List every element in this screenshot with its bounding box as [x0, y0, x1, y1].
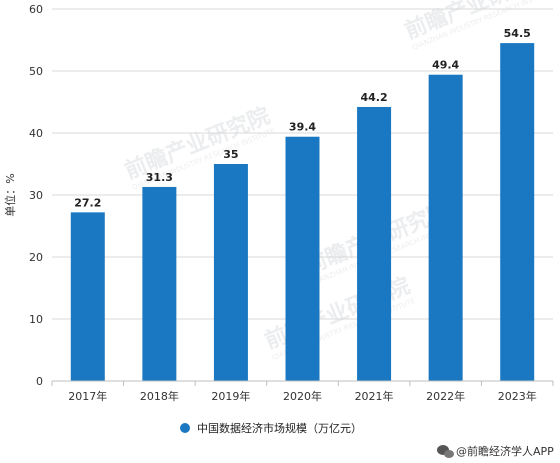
wechat-icon — [437, 445, 454, 458]
y-tick-label: 50 — [29, 65, 43, 78]
bar — [213, 164, 248, 381]
credit-text: @前瞻经济学人APP — [456, 444, 554, 458]
data-label: 31.3 — [146, 171, 173, 184]
x-tick-label: 2022年 — [426, 389, 465, 403]
credit: @前瞻经济学人APP — [437, 444, 554, 458]
bar — [70, 212, 105, 381]
data-label: 44.2 — [361, 91, 388, 104]
y-tick-label: 10 — [29, 313, 43, 326]
data-labels: 27.2 31.3 35 39.4 44.2 49.4 54.5 — [74, 27, 531, 209]
y-tick-label: 0 — [36, 375, 43, 388]
y-tick-label: 20 — [29, 251, 43, 264]
x-tick-label: 2021年 — [355, 389, 394, 403]
y-axis-title: 单位：% — [3, 173, 17, 216]
bar — [357, 106, 392, 382]
data-label: 54.5 — [504, 27, 531, 40]
y-tick-label: 60 — [29, 3, 43, 16]
data-label: 27.2 — [74, 196, 101, 209]
wechat-icon-bubble — [444, 450, 454, 458]
bar — [285, 136, 320, 381]
data-label: 39.4 — [289, 121, 316, 134]
legend-marker — [180, 423, 190, 433]
legend: 中国数据经济市场规模（万亿元） — [180, 421, 362, 435]
bar — [500, 43, 535, 381]
x-axis-ticks: 2017年 2018年 2019年 2020年 2021年 2022年 2023年 — [51, 381, 554, 403]
bar — [142, 186, 177, 381]
x-tick-label: 2023年 — [498, 389, 537, 403]
x-tick-label: 2019年 — [211, 389, 250, 403]
y-axis-ticks: 0 10 20 30 40 50 60 — [29, 3, 43, 388]
bar — [428, 74, 463, 381]
x-tick-label: 2020年 — [283, 389, 322, 403]
y-tick-label: 40 — [29, 127, 43, 140]
data-label: 49.4 — [432, 59, 459, 72]
legend-label: 中国数据经济市场规模（万亿元） — [197, 421, 362, 435]
x-tick-label: 2017年 — [68, 389, 107, 403]
x-tick-label: 2018年 — [140, 389, 179, 403]
bars — [70, 43, 535, 382]
data-label: 35 — [223, 148, 238, 161]
y-tick-label: 30 — [29, 189, 43, 202]
